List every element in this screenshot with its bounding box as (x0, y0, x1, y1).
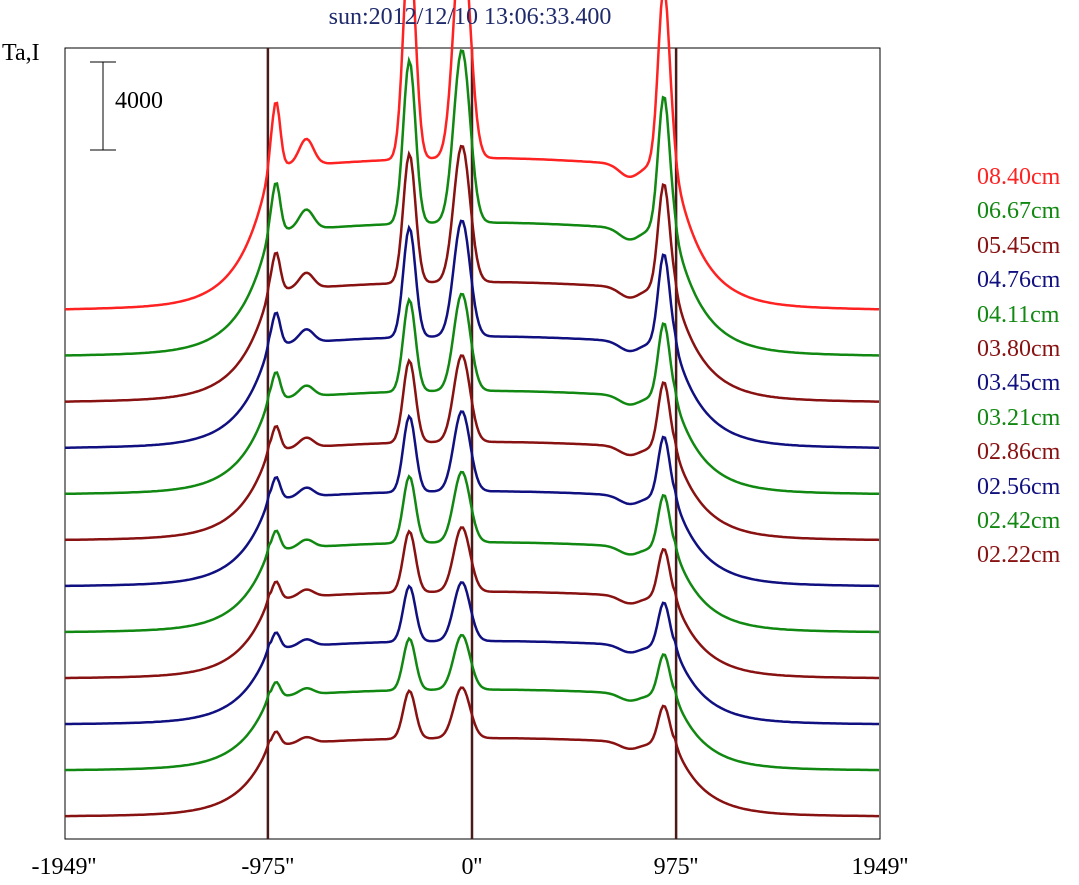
series-line-03.80cm (64, 354, 880, 542)
series-line-02.56cm (65, 581, 879, 726)
legend-entry: 06.67cm (977, 198, 1061, 225)
series-line-04.11cm (65, 292, 879, 496)
series-line-08.40cm (64, 0, 880, 311)
legend: 08.40cm 06.67cm 05.45cm 04.76cm 04.11cm 03.80… (977, 160, 1060, 573)
legend-entry: 05.45cm (977, 232, 1061, 259)
y-axis-label: Ta,I (2, 40, 40, 66)
series-line-02.42cm (64, 633, 880, 772)
x-tick-label: -975'' (241, 854, 295, 880)
series-line-02.86cm (65, 526, 879, 680)
series-line-02.22cm (65, 686, 879, 818)
legend-entry: 04.76cm (977, 267, 1061, 294)
series-line-03.21cm (64, 470, 880, 634)
legend-entry: 02.22cm (977, 542, 1061, 569)
chart-title: sun:2012/12/10 13:06:33.400 (328, 4, 612, 30)
legend-entry: 03.45cm (977, 370, 1061, 397)
legend-entry: 02.56cm (977, 473, 1061, 500)
series-line-06.67cm (64, 49, 880, 357)
series-line-04.76cm (65, 219, 879, 449)
series-line-03.45cm (65, 410, 879, 588)
legend-entry: 03.21cm (977, 404, 1061, 431)
series-line-05.45cm (65, 144, 879, 403)
scale-bar-label: 4000 (115, 88, 163, 114)
x-tick-label: 1949'' (851, 854, 909, 880)
legend-entry: 04.11cm (977, 301, 1060, 328)
legend-entry: 02.86cm (977, 439, 1061, 466)
series-lines (64, 0, 880, 818)
x-tick-label: 975'' (653, 854, 699, 880)
scale-bar (90, 61, 116, 151)
legend-entry: 08.40cm (977, 164, 1061, 190)
x-tick-label: -1949'' (31, 854, 97, 880)
legend-entry: 02.42cm (977, 508, 1061, 535)
x-tick-label: 0'' (461, 854, 483, 880)
legend-entry: 03.80cm (977, 336, 1061, 363)
